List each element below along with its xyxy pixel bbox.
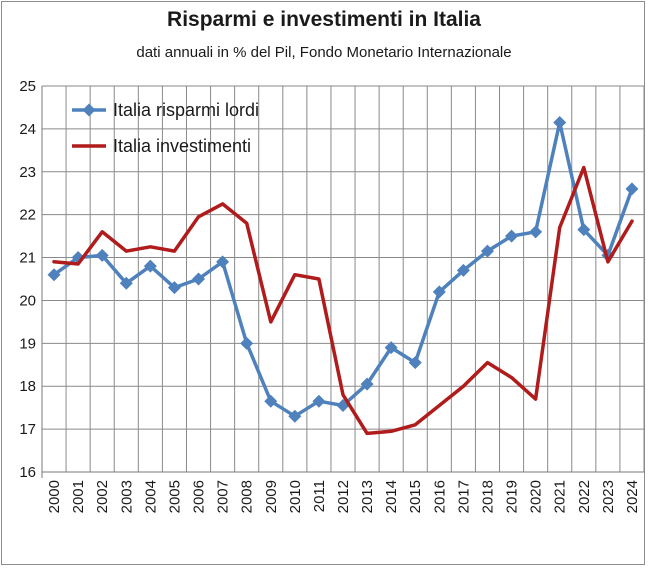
y-tick-label: 19	[19, 335, 36, 352]
x-tick-label: 2012	[335, 480, 352, 513]
x-tick-label: 2013	[359, 480, 376, 513]
x-tick-label: 2003	[118, 480, 135, 513]
data-point	[553, 115, 567, 129]
y-tick-label: 20	[19, 292, 36, 309]
x-tick-label: 2009	[263, 480, 280, 513]
x-tick-label: 2020	[528, 480, 545, 513]
y-tick-label: 16	[19, 464, 36, 481]
x-tick-label: 2015	[407, 480, 424, 513]
legend-label: Italia investimenti	[113, 136, 251, 156]
x-tick-label: 2001	[70, 480, 87, 513]
x-tick-label: 2023	[600, 480, 617, 513]
x-tick-label: 2006	[191, 480, 208, 513]
y-tick-label: 22	[19, 207, 36, 224]
data-point	[47, 268, 61, 282]
series-layer	[47, 115, 639, 436]
x-tick-label: 2010	[287, 480, 304, 513]
legend: Italia risparmi lordi Italia investimenti	[72, 100, 259, 156]
data-point	[240, 336, 254, 350]
x-tick-label: 2024	[624, 480, 641, 513]
y-tick-label: 17	[19, 421, 36, 438]
data-point	[456, 263, 470, 277]
x-tick-label: 2017	[455, 480, 472, 513]
data-point	[119, 276, 133, 290]
y-tick-label: 24	[19, 121, 36, 138]
data-point	[360, 377, 374, 391]
x-tick-label: 2011	[311, 480, 328, 512]
x-tick-label: 2016	[431, 480, 448, 513]
data-point	[529, 225, 543, 239]
data-point	[384, 341, 398, 355]
x-tick-label: 2004	[142, 480, 159, 513]
x-tick-label: 2000	[46, 480, 63, 513]
data-point	[167, 281, 181, 295]
data-point	[192, 272, 206, 286]
x-tick-label: 2002	[94, 480, 111, 513]
data-point	[625, 182, 639, 196]
x-tick-label: 2008	[239, 480, 256, 513]
x-tick-label: 2019	[504, 480, 521, 513]
x-tick-label: 2005	[166, 480, 183, 513]
data-point	[288, 409, 302, 423]
data-point	[216, 255, 230, 269]
data-point	[312, 394, 326, 408]
series-2	[52, 165, 634, 436]
data-point	[143, 259, 157, 273]
series-1	[47, 115, 639, 423]
y-tick-label: 18	[19, 378, 36, 395]
x-tick-label: 2021	[552, 480, 569, 513]
y-tick-label: 23	[19, 164, 36, 181]
data-point	[432, 285, 446, 299]
x-tick-label: 2022	[576, 480, 593, 513]
chart-title: Risparmi e investimenti in Italia	[167, 8, 481, 31]
data-point	[577, 223, 591, 237]
legend-label: Italia risparmi lordi	[113, 100, 259, 120]
x-tick-label: 2007	[215, 480, 232, 513]
legend-marker	[82, 103, 96, 117]
x-tick-label: 2014	[383, 480, 400, 513]
data-point	[95, 248, 109, 262]
x-tick-label: 2018	[479, 480, 496, 513]
y-tick-label: 25	[19, 78, 36, 95]
data-point	[480, 244, 494, 258]
data-point	[505, 229, 519, 243]
data-point	[264, 394, 278, 408]
chart-subtitle: dati annuali in % del Pil, Fondo Monetar…	[136, 44, 512, 61]
series-line	[52, 165, 634, 436]
data-point	[408, 356, 422, 370]
y-tick-label: 21	[19, 250, 36, 267]
